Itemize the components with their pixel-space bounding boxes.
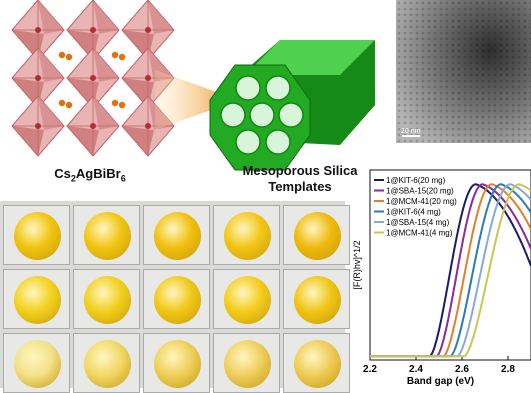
powder-sample [154, 212, 201, 260]
sample-photo [283, 269, 350, 329]
powder-sample [224, 276, 271, 324]
transfer-arrow [155, 70, 225, 130]
legend-label: 1@KIT-6(4 mg) [386, 208, 441, 217]
cs-atom-pair [58, 99, 73, 109]
sample-photo [3, 269, 70, 329]
cs-atom-pair [111, 99, 126, 109]
powder-sample [14, 276, 61, 324]
legend-label: 1@MCM-41(20 mg) [386, 197, 457, 206]
x-tick-label: 2.6 [455, 364, 469, 375]
sample-photo [73, 333, 140, 393]
pore [220, 102, 246, 128]
octahedron [11, 95, 65, 157]
powder-sample [294, 340, 341, 388]
powder-sample [154, 276, 201, 324]
pore [249, 102, 275, 128]
x-tick-label: 2.2 [363, 364, 377, 375]
sample-photo [283, 333, 350, 393]
silica-block [209, 40, 375, 171]
y-axis-label: [F(R)hv]^1/2 [352, 240, 362, 289]
pore [235, 129, 261, 155]
legend-label: 1@SBA-15(20 mg) [386, 187, 454, 196]
silica-title: Mesoporous Silica Templates [242, 163, 358, 194]
sample-photo [143, 333, 210, 393]
sample-photo [3, 205, 70, 265]
powder-sample [14, 340, 61, 388]
pore [265, 129, 291, 155]
powder-sample [84, 212, 131, 260]
powder-sample [154, 340, 201, 388]
powder-sample [294, 212, 341, 260]
pore [265, 75, 291, 101]
powder-sample [224, 340, 271, 388]
legend-label: 1@KIT-6(20 mg) [386, 176, 446, 185]
powder-sample [14, 212, 61, 260]
legend-label: 1@MCM-41(4 mg) [386, 229, 453, 238]
sample-photo-grid [0, 201, 350, 393]
x-tick-label: 2.8 [501, 364, 515, 375]
sample-photo [213, 269, 280, 329]
mesoporous-silica-template [209, 40, 375, 171]
legend-label: 1@SBA-15(4 mg) [386, 218, 450, 227]
sample-photo [73, 205, 140, 265]
cs-atom-pair [111, 51, 126, 61]
sample-photo [73, 269, 140, 329]
sample-photo [3, 333, 70, 393]
sample-photo [213, 333, 280, 393]
sample-photo [143, 269, 210, 329]
cs-atom-pair [58, 51, 73, 61]
octahedron [66, 95, 120, 157]
tem-image: 20 nm [396, 0, 531, 143]
tem-scale-label: 20 nm [401, 128, 421, 135]
sample-photo [283, 205, 350, 265]
crystal-structure [11, 0, 175, 157]
series-line [370, 183, 531, 358]
sample-photo [143, 205, 210, 265]
pore [278, 102, 304, 128]
pore [235, 75, 261, 101]
powder-sample [84, 276, 131, 324]
crystal-formula-label: Cs2AgBiBr6 [54, 166, 126, 184]
x-tick-label: 2.4 [409, 364, 423, 375]
powder-sample [224, 212, 271, 260]
powder-sample [84, 340, 131, 388]
x-axis-label: Band gap (eV) [407, 376, 474, 387]
powder-sample [294, 276, 341, 324]
band-gap-plot: 2.2 2.4 2.6 2.8 Band gap (eV) [F(R)hv]^1/2 1@K… [352, 169, 531, 387]
sample-photo [213, 205, 280, 265]
